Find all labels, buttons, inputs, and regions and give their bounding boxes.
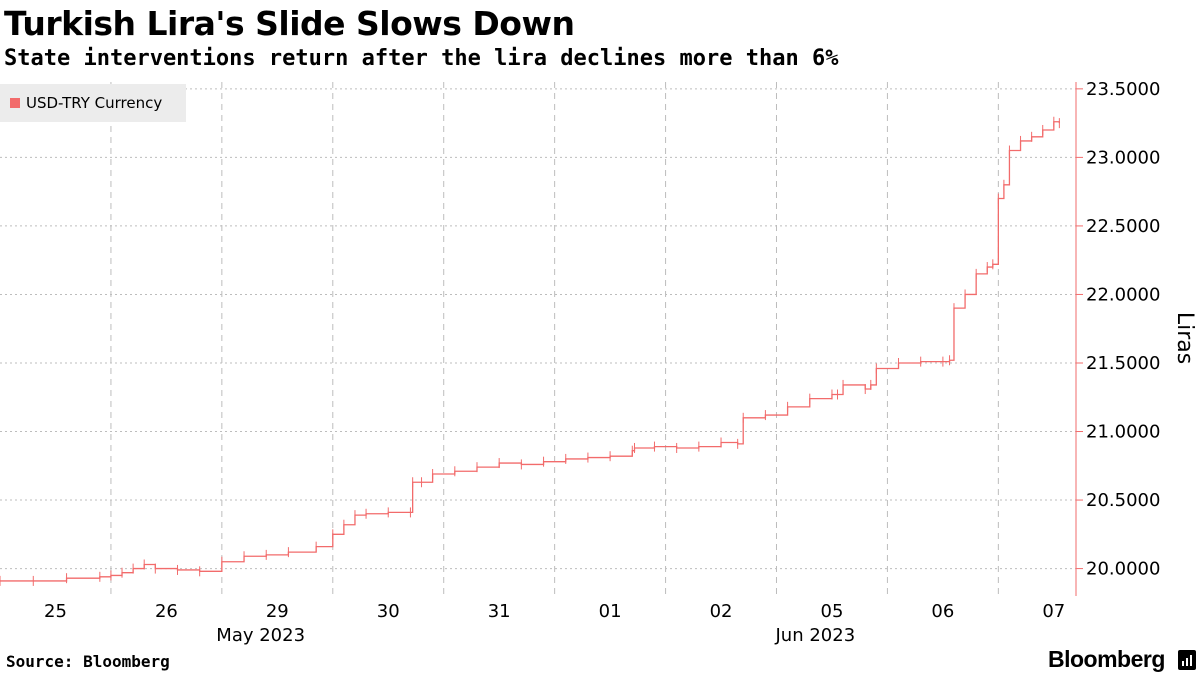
x-tick-label: 07 [1042, 601, 1065, 622]
x-axis-month-labels: May 2023 Jun 2023 [216, 625, 855, 646]
brand-logo: Bloomberg [1048, 646, 1165, 672]
x-axis-labels: 25 26 29 30 31 01 02 05 06 07 [44, 601, 1065, 622]
series-line [0, 121, 1061, 582]
source-note: Source: Bloomberg [6, 652, 170, 671]
vertical-gridlines [110, 82, 999, 596]
horizontal-gridlines [0, 88, 1076, 570]
y-tick-label: 21.0000 [1086, 422, 1160, 443]
month-label: May 2023 [216, 625, 305, 646]
chart-title: Turkish Lira's Slide Slows Down [4, 4, 575, 43]
y-tick-label: 20.5000 [1086, 490, 1160, 511]
x-tick-label: 29 [266, 601, 289, 622]
y-tick-label: 22.5000 [1086, 216, 1160, 237]
x-tick-label: 06 [931, 601, 954, 622]
x-tick-label: 25 [44, 601, 67, 622]
x-tick-label: 01 [599, 601, 622, 622]
x-tick-label: 26 [155, 601, 178, 622]
y-tick-label: 23.0000 [1086, 147, 1160, 168]
month-label: Jun 2023 [774, 625, 855, 646]
y-axis-ticks: 20.0000 20.5000 21.0000 21.5000 22.0000 22.50… [1076, 79, 1160, 580]
y-tick-label: 21.5000 [1086, 353, 1160, 374]
y-axis-title: Liras [1172, 312, 1197, 364]
y-tick-label: 23.5000 [1086, 79, 1160, 100]
y-tick-label: 20.0000 [1086, 559, 1160, 580]
series-layer [0, 116, 1061, 586]
x-tick-label: 30 [377, 601, 400, 622]
chart-subtitle: State interventions return after the lir… [4, 46, 839, 71]
y-tick-label: 22.0000 [1086, 284, 1160, 305]
legend-label: USD-TRY Currency [26, 94, 163, 112]
x-tick-label: 31 [488, 601, 511, 622]
legend-swatch [10, 98, 20, 108]
x-tick-label: 02 [710, 601, 733, 622]
legend: USD-TRY Currency [0, 84, 186, 122]
x-tick-label: 05 [821, 601, 844, 622]
bloomberg-terminal-icon [1178, 650, 1196, 670]
